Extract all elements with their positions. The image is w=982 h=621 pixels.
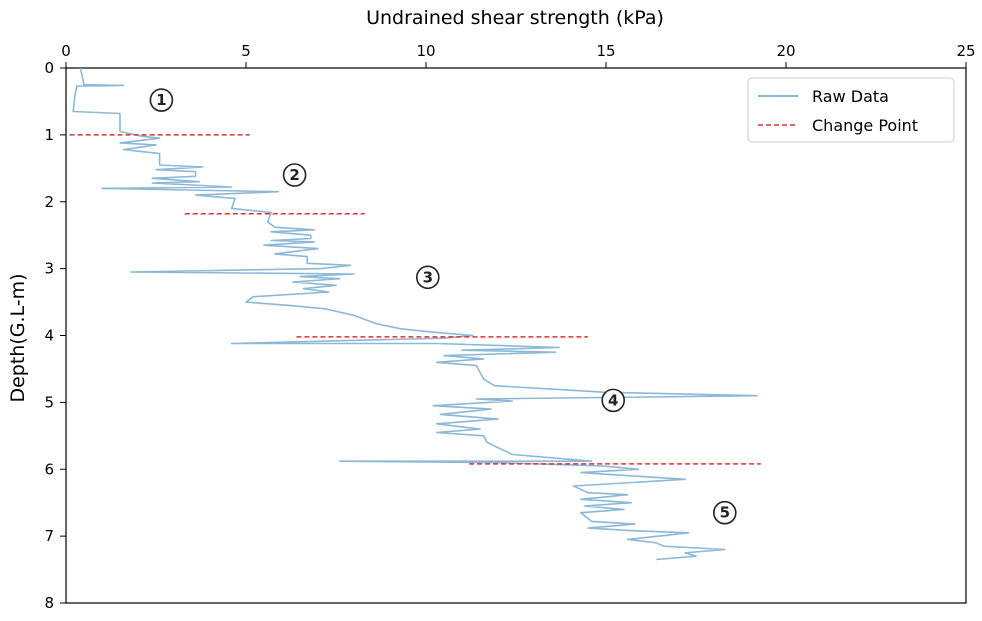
zone-marker-label: 5 xyxy=(720,504,730,522)
zone-marker-circle xyxy=(601,388,626,413)
plot-frame xyxy=(65,67,967,604)
zone-marker-label: 3 xyxy=(423,268,433,286)
legend: Raw Data Change Point xyxy=(747,77,955,143)
x-axis-title: Undrained shear strength (kPa) xyxy=(366,7,664,29)
legend-box xyxy=(747,77,955,143)
y-tick-label: 2 xyxy=(44,193,54,211)
zone-marker-circle xyxy=(282,163,307,187)
x-tick-label: 10 xyxy=(416,42,435,60)
x-tick-label: 15 xyxy=(596,42,615,60)
legend-raw-label: Raw Data xyxy=(812,87,889,106)
x-tick-label: 0 xyxy=(61,42,71,60)
raw-data-line xyxy=(72,67,759,561)
y-tick-label: 0 xyxy=(44,59,54,77)
plot-area: 0 5 10 15 20 25 0 1 2 3 4 5 6 7 8 1 2 3 4 5 xyxy=(44,42,975,612)
y-tick-label: 1 xyxy=(44,126,54,144)
y-tick-label: 5 xyxy=(44,393,54,411)
y-tick-label: 6 xyxy=(44,460,54,478)
x-tick-label: 20 xyxy=(776,42,795,60)
zone-marker-circle xyxy=(149,88,174,112)
zone-marker-label: 2 xyxy=(289,166,299,184)
zone-marker-label: 4 xyxy=(608,391,618,409)
y-axis-title: Depth(G.L-m) xyxy=(7,273,29,402)
x-tick-label: 25 xyxy=(956,42,975,60)
y-tick-label: 4 xyxy=(44,327,54,345)
zone-marker-circle xyxy=(415,265,440,290)
legend-change-label: Change Point xyxy=(812,116,918,135)
zone-marker-label: 1 xyxy=(156,91,166,109)
x-tick-label: 5 xyxy=(241,42,251,60)
y-tick-label: 7 xyxy=(44,527,54,545)
y-tick-label: 3 xyxy=(44,260,54,278)
zone-marker-circle xyxy=(712,500,737,525)
y-tick-label: 8 xyxy=(44,594,54,612)
